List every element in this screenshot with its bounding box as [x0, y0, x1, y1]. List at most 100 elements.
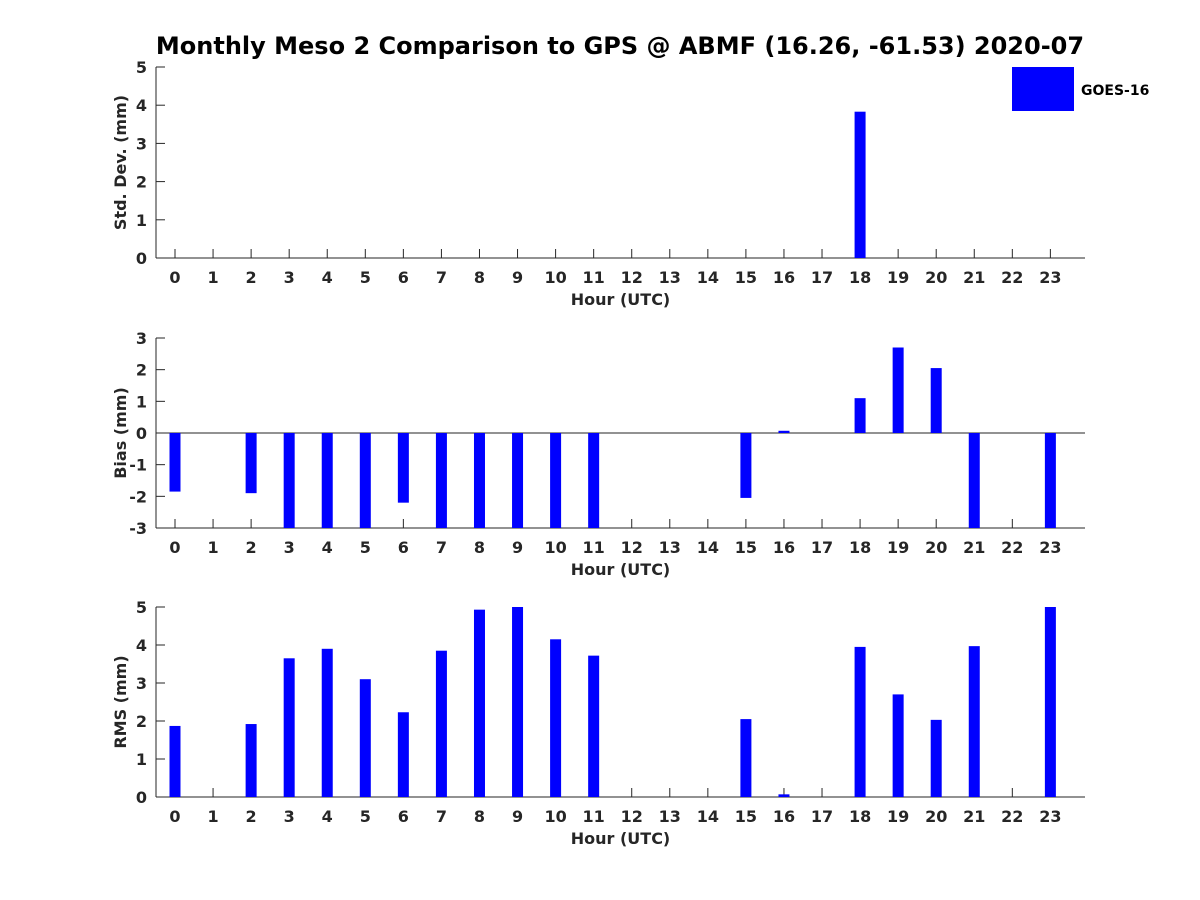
x-tick-label: 18 — [849, 538, 871, 557]
x-axis-label: Hour (UTC) — [571, 290, 671, 309]
bar-rms-hour-21 — [968, 646, 980, 797]
x-tick-label: 16 — [773, 807, 795, 826]
x-tick-label: 21 — [963, 538, 985, 557]
bar-rms-hour-20 — [930, 719, 942, 797]
x-tick-label: 17 — [811, 807, 833, 826]
x-tick-label: 14 — [697, 807, 719, 826]
bar-bias-hour-10 — [550, 433, 562, 528]
y-tick-label: 1 — [136, 750, 147, 769]
x-tick-label: 4 — [322, 268, 333, 287]
bar-bias-hour-11 — [588, 433, 600, 528]
bar-rms-hour-0 — [169, 725, 181, 797]
y-axis-label: RMS (mm) — [111, 655, 130, 748]
x-tick-label: 3 — [284, 268, 295, 287]
x-tick-label: 15 — [735, 538, 757, 557]
y-tick-label: 1 — [136, 211, 147, 230]
y-axis-label: Std. Dev. (mm) — [111, 95, 130, 230]
x-tick-label: 4 — [322, 807, 333, 826]
bar-bias-hour-4 — [321, 433, 333, 528]
x-tick-label: 3 — [284, 538, 295, 557]
y-tick-label: 1 — [136, 392, 147, 411]
x-tick-label: 5 — [360, 807, 371, 826]
bar-std-hour-18 — [854, 111, 866, 258]
bar-bias-hour-19 — [892, 347, 904, 433]
x-tick-label: 22 — [1001, 807, 1023, 826]
bar-bias-hour-6 — [397, 433, 409, 503]
bar-bias-hour-21 — [968, 433, 980, 528]
bar-bias-hour-0 — [169, 433, 181, 492]
y-tick-label: -1 — [129, 456, 147, 475]
x-tick-label: 11 — [583, 268, 605, 287]
legend: GOES-16 — [1012, 67, 1149, 111]
x-tick-label: 11 — [583, 538, 605, 557]
x-tick-label: 16 — [773, 268, 795, 287]
bar-bias-hour-3 — [283, 433, 295, 528]
bar-rms-hour-2 — [245, 724, 257, 797]
x-tick-label: 10 — [544, 538, 566, 557]
bar-bias-hour-8 — [473, 433, 485, 528]
x-tick-label: 22 — [1001, 538, 1023, 557]
y-tick-label: 0 — [136, 249, 147, 268]
x-tick-label: 17 — [811, 538, 833, 557]
x-tick-label: 20 — [925, 268, 947, 287]
x-tick-label: 12 — [621, 807, 643, 826]
x-tick-label: 4 — [322, 538, 333, 557]
y-tick-label: 5 — [136, 58, 147, 77]
x-tick-label: 0 — [169, 268, 180, 287]
bar-rms-hour-6 — [397, 712, 409, 797]
legend-label-goes-16: GOES-16 — [1081, 83, 1149, 99]
x-tick-label: 8 — [474, 538, 485, 557]
x-tick-label: 5 — [360, 268, 371, 287]
x-tick-label: 13 — [659, 268, 681, 287]
y-tick-label: -3 — [129, 519, 147, 538]
x-tick-label: 19 — [887, 538, 909, 557]
bar-bias-hour-16 — [778, 430, 790, 433]
bar-rms-hour-3 — [283, 658, 295, 797]
x-tick-label: 6 — [398, 807, 409, 826]
x-tick-label: 12 — [621, 538, 643, 557]
x-tick-label: 7 — [436, 268, 447, 287]
y-axis-label: Bias (mm) — [111, 387, 130, 479]
y-tick-label: 3 — [136, 674, 147, 693]
y-tick-label: 2 — [136, 361, 147, 380]
bar-rms-hour-19 — [892, 694, 904, 797]
x-tick-label: 19 — [887, 268, 909, 287]
x-tick-label: 9 — [512, 268, 523, 287]
x-tick-label: 20 — [925, 538, 947, 557]
bar-rms-hour-7 — [435, 650, 447, 797]
x-tick-label: 2 — [246, 807, 257, 826]
y-tick-label: 2 — [136, 712, 147, 731]
x-tick-label: 8 — [474, 268, 485, 287]
y-tick-label: 5 — [136, 598, 147, 617]
x-tick-label: 12 — [621, 268, 643, 287]
x-tick-label: 19 — [887, 807, 909, 826]
x-tick-label: 21 — [963, 807, 985, 826]
x-tick-label: 2 — [246, 538, 257, 557]
bar-bias-hour-9 — [512, 433, 524, 528]
x-tick-label: 23 — [1039, 538, 1061, 557]
x-tick-label: 14 — [697, 268, 719, 287]
bar-bias-hour-15 — [740, 433, 752, 498]
x-tick-label: 0 — [169, 538, 180, 557]
x-tick-label: 22 — [1001, 268, 1023, 287]
x-tick-label: 11 — [583, 807, 605, 826]
bar-bias-hour-18 — [854, 398, 866, 433]
bar-rms-hour-18 — [854, 646, 866, 797]
x-tick-label: 5 — [360, 538, 371, 557]
x-tick-label: 23 — [1039, 807, 1061, 826]
x-tick-label: 13 — [659, 538, 681, 557]
bar-rms-hour-15 — [740, 719, 752, 797]
y-tick-label: 3 — [136, 329, 147, 348]
bar-bias-hour-7 — [435, 433, 447, 528]
bar-rms-hour-8 — [473, 609, 485, 797]
bar-rms-hour-4 — [321, 648, 333, 797]
x-tick-label: 1 — [207, 268, 218, 287]
y-tick-label: 3 — [136, 134, 147, 153]
x-tick-label: 13 — [659, 807, 681, 826]
y-tick-label: 0 — [136, 788, 147, 807]
y-tick-label: 4 — [136, 96, 147, 115]
x-tick-label: 9 — [512, 538, 523, 557]
bar-rms-hour-5 — [359, 679, 371, 797]
x-tick-label: 17 — [811, 268, 833, 287]
